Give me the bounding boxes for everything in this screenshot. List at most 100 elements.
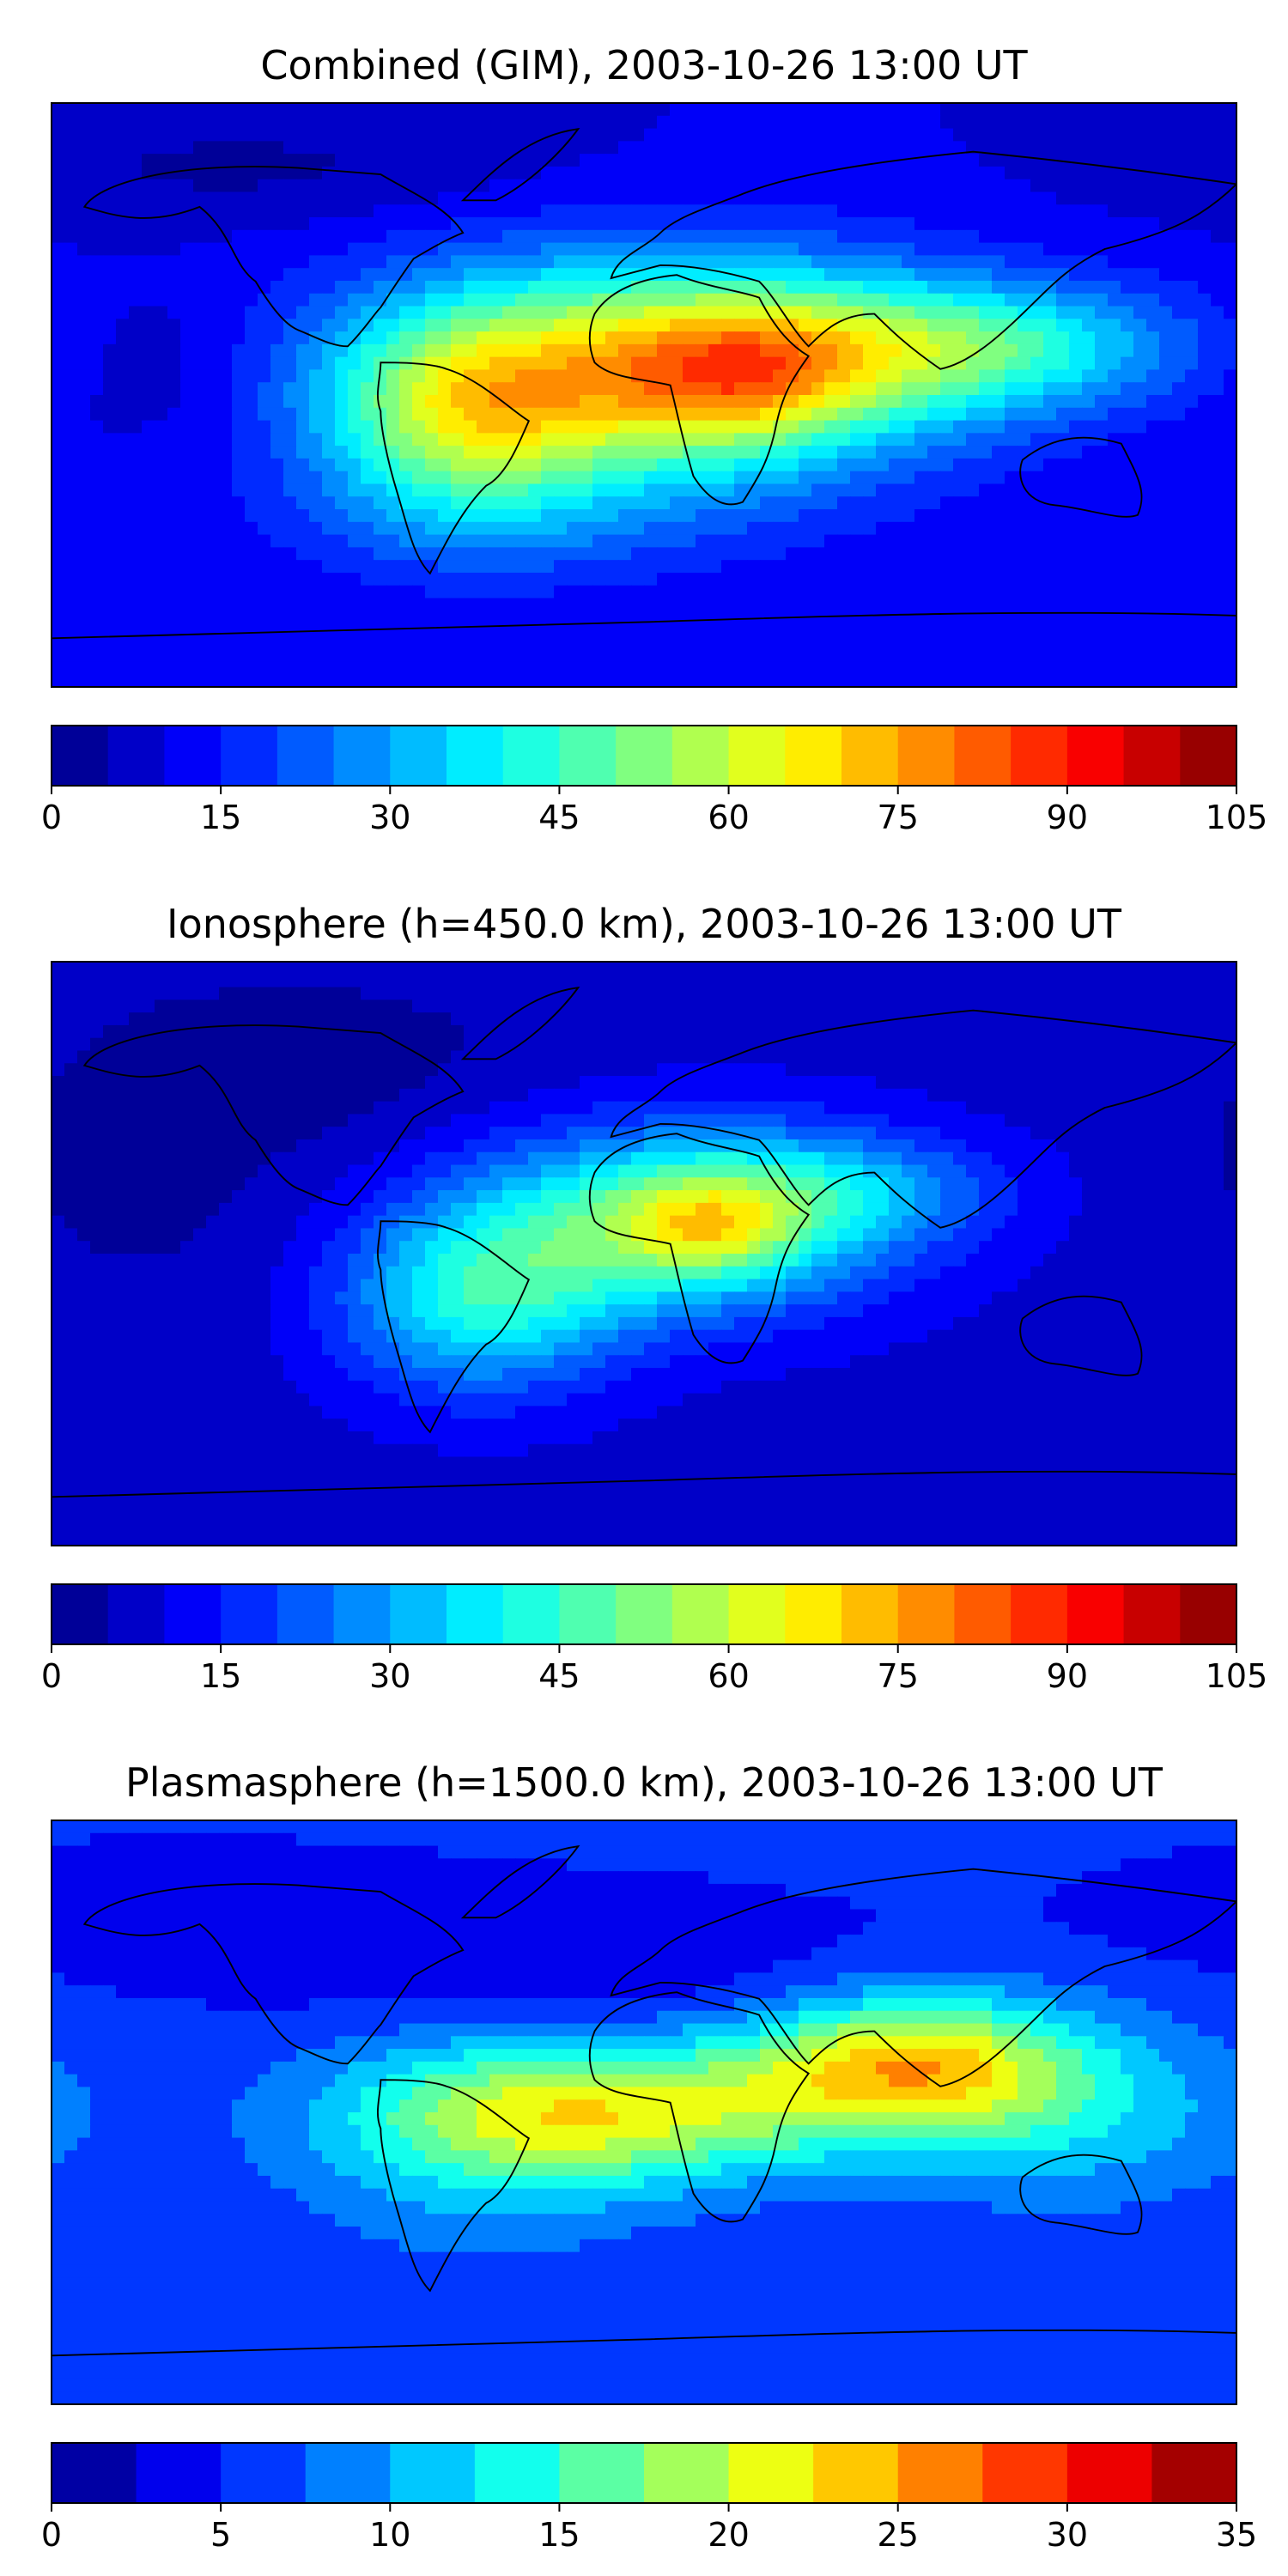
heat-cell [374,611,387,624]
heat-cell [889,623,902,637]
heat-cell [309,534,323,548]
heat-cell [425,534,439,548]
heat-cell [1082,611,1096,624]
heat-cell [631,458,645,472]
heat-cell [567,191,580,205]
heat-cell [1005,306,1018,319]
heat-cell [528,217,542,231]
heat-cell [167,560,181,574]
heat-cell [683,598,696,611]
heat-cell [670,1012,683,1026]
heat-cell [554,331,568,345]
heat-cell [554,483,568,497]
heat-cell [914,306,928,319]
heat-cell [618,496,632,510]
heat-cell [760,572,774,586]
heat-cell [940,974,954,988]
heat-cell [270,534,284,548]
heat-cell [451,255,465,269]
heat-cell [270,962,284,975]
heat-cell [618,598,632,611]
heat-cell [657,369,671,383]
heat-cell [1030,611,1044,624]
heat-cell [1005,521,1018,536]
heat-cell [811,191,825,205]
heat-cell [734,395,748,409]
heat-cell [477,483,490,497]
heat-cell [77,1050,91,1064]
heat-cell [77,648,91,663]
heat-cell [541,191,555,205]
heat-cell [657,343,671,358]
heat-cell [1030,369,1044,383]
heat-cell [747,999,761,1013]
heat-cell [1018,534,1031,548]
heat-cell [554,496,568,510]
heat-cell [657,191,671,205]
heat-cell [77,268,91,282]
heat-cell [180,1012,194,1026]
heat-cell [618,319,632,332]
heat-cell [129,623,143,637]
heat-cell [142,103,155,117]
heat-cell [618,356,632,371]
heat-cell [296,635,310,650]
heat-cell [1082,560,1096,574]
heat-cell [167,446,181,459]
heat-cell [631,255,645,269]
heat-cell [1185,661,1199,675]
heat-cell [64,255,78,269]
heat-cell [386,103,400,117]
heat-cell [258,407,271,422]
heat-cell [837,255,851,269]
heat-cell [386,1024,400,1039]
heat-cell [270,280,284,295]
heat-cell [734,458,748,472]
heat-cell [245,331,258,345]
heat-cell [335,962,349,975]
heat-cell [167,356,181,371]
heat-cell [1172,611,1186,624]
heat-cell [296,1050,310,1064]
heat-cell [631,446,645,459]
heat-cell [605,674,619,687]
heat-cell [876,1050,890,1064]
heat-cell [477,1037,490,1052]
heat-cell [193,585,207,599]
heat-cell [142,635,155,650]
heat-cell [103,509,117,523]
heat-cell [992,369,1005,383]
heat-cell [1095,987,1109,1000]
heat-cell [696,420,709,434]
heat-cell [90,1012,104,1026]
heat-cell [1030,560,1044,574]
heat-cell [1185,674,1199,687]
heat-cell [863,293,877,307]
heat-cell [270,471,284,485]
heat-cell [670,115,683,130]
heat-cell [644,319,658,332]
panel-1-colorbar: 0 15 30 45 60 75 90 105 [41,725,1267,836]
heat-cell [515,585,529,599]
heat-cell [386,648,400,663]
heat-cell [1121,585,1134,599]
heat-cell [77,547,91,561]
heat-cell [889,343,902,358]
heat-cell [979,987,993,1000]
heat-cell [515,166,529,180]
heat-cell [309,420,323,434]
heat-cell [580,674,593,687]
heat-cell [1043,585,1057,599]
heat-cell [232,483,246,497]
heat-cell [1108,420,1121,434]
heat-cell [1056,319,1070,332]
heat-cell [528,293,542,307]
heat-cell [927,268,941,282]
heat-cell [760,1050,774,1064]
heat-cell [708,635,722,650]
heat-cell [219,154,233,167]
heat-cell [1185,306,1199,319]
heat-cell [129,521,143,536]
heat-cell [1224,255,1236,269]
heat-cell [64,585,78,599]
